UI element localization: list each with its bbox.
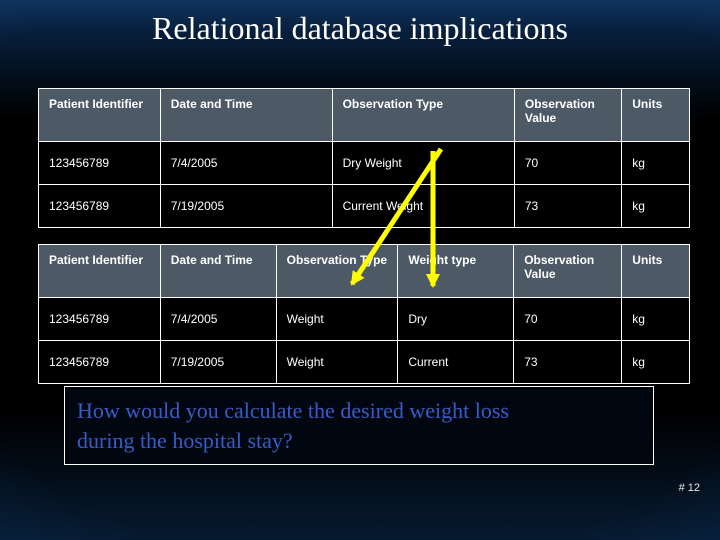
table-row: 123456789 7/4/2005 Dry Weight 70 kg	[38, 141, 690, 185]
column-header: Patient Identifier	[38, 244, 161, 298]
table-row: 123456789 7/19/2005 Current Weight 73 kg	[38, 184, 690, 228]
table-cell: 123456789	[38, 340, 161, 384]
table-cell: 7/4/2005	[159, 141, 333, 185]
table-cell: kg	[621, 141, 690, 185]
table-cell: 70	[513, 297, 623, 341]
slide-title: Relational database implications	[152, 10, 568, 46]
question-text-line: during the hospital stay?	[77, 427, 293, 453]
table-cell: Weight	[275, 340, 399, 384]
column-header: Units	[621, 244, 690, 298]
table-row: 123456789 7/4/2005 Weight Dry 70 kg	[38, 297, 690, 341]
page-number: # 12	[678, 482, 700, 494]
table-cell: kg	[621, 297, 690, 341]
column-header: Observation Value	[513, 88, 623, 142]
table-cell: 73	[513, 340, 623, 384]
table-cell: 7/19/2005	[159, 340, 277, 384]
table-cell: kg	[621, 340, 690, 384]
table-cell: 123456789	[38, 297, 161, 341]
table-header-row: Patient Identifier Date and Time Observati…	[38, 244, 690, 298]
table-cell: 7/4/2005	[159, 297, 277, 341]
table-cell: 7/19/2005	[159, 184, 333, 228]
table-cell: 123456789	[38, 184, 161, 228]
column-header: Observation Type	[331, 88, 515, 142]
table-cell: Dry	[397, 297, 515, 341]
table-cell: Current	[397, 340, 515, 384]
table-cell: Weight	[275, 297, 399, 341]
column-header: Date and Time	[159, 88, 333, 142]
column-header: Observation Value	[513, 244, 623, 298]
table-cell: kg	[621, 184, 690, 228]
column-header: Observation Type	[275, 244, 399, 298]
observations-table-wide: Patient Identifier Date and Time Observati…	[38, 88, 690, 228]
table-row: 123456789 7/19/2005 Weight Current 73 kg	[38, 340, 690, 384]
column-header: Units	[621, 88, 690, 142]
column-header: Patient Identifier	[38, 88, 161, 142]
table-cell: Dry Weight	[331, 141, 515, 185]
table-cell: 123456789	[38, 141, 161, 185]
column-header: Date and Time	[159, 244, 277, 298]
table-cell: 70	[513, 141, 623, 185]
column-header: Weight type	[397, 244, 515, 298]
question-text-line: How would you calculate the desired weig…	[77, 398, 509, 423]
question-box: How would you calculate the desired weig…	[64, 386, 654, 466]
observations-table-normalized: Patient Identifier Date and Time Observati…	[38, 244, 690, 384]
table-header-row: Patient Identifier Date and Time Observati…	[38, 88, 690, 142]
table-cell: Current Weight	[331, 184, 515, 228]
table-cell: 73	[513, 184, 623, 228]
